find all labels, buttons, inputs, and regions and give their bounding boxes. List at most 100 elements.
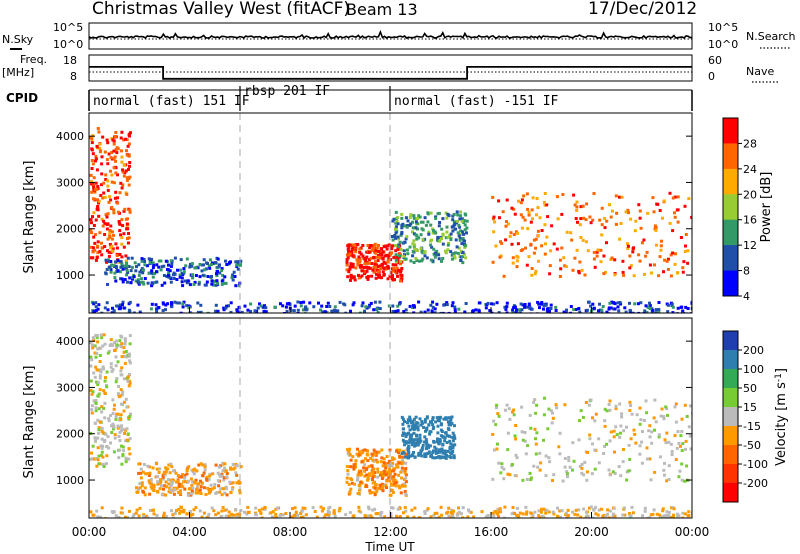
range-cell [592,508,596,511]
range-cell [613,450,616,454]
range-cell [365,485,369,488]
range-cell [554,403,558,407]
velocity-colorbar-frame [722,330,739,503]
feature-midday-band [345,242,404,283]
range-cell [654,228,658,232]
range-cell [563,264,567,268]
range-cell [600,223,604,227]
range-cell [418,436,422,440]
range-cell [397,260,401,264]
range-cell [161,309,165,313]
range-cell [524,452,528,456]
range-cell [367,507,371,511]
range-cell [123,163,127,167]
range-cell [114,364,118,368]
power-colorbar-label: Power [dB] [759,172,774,243]
range-cell [588,506,591,510]
range-cell [572,308,576,312]
range-cell [157,259,161,263]
range-cell [210,506,214,510]
range-cell [577,438,581,442]
range-cell [592,250,596,254]
range-cell [608,408,612,412]
range-cell [119,136,123,140]
range-cell [229,301,233,305]
feature-early-echo [89,333,132,468]
range-cell [688,434,692,438]
range-cell [547,456,551,460]
range-cell [495,301,499,305]
range-cell [162,487,165,491]
range-cell [89,379,93,383]
range-cell [463,244,467,248]
range-cell [579,205,583,209]
range-cell [167,478,170,482]
range-cell [601,515,605,518]
range-cell [538,216,542,220]
feature-early-echo [89,127,132,265]
range-cell [98,420,102,424]
range-cell [109,414,113,417]
range-cell [125,149,128,153]
range-cell [406,515,410,518]
range-cell [107,417,111,421]
range-cell [679,444,682,448]
range-cell [125,438,129,442]
range-cell [492,215,496,219]
range-cell [114,260,118,264]
range-cell [513,474,517,477]
range-cell [214,303,218,307]
range-cell [671,196,675,200]
range-cell [208,472,212,476]
range-cell [116,424,120,428]
range-cell [180,505,183,509]
range-cell [89,256,93,260]
range-cell [129,281,133,285]
range-cell [533,510,537,514]
range-cell [121,168,125,172]
range-cell [122,449,126,453]
range-cell [99,333,103,337]
range-cell [367,464,371,468]
range-cell [381,250,385,254]
range-cell [345,465,349,468]
range-cell [410,508,414,512]
range-cell [119,233,123,237]
range-cell [325,311,329,313]
range-cell [164,308,167,312]
range-cell [429,258,433,262]
range-cell [678,469,682,473]
range-cell [498,255,502,259]
range-cell [677,475,681,479]
range-cell [455,513,459,517]
range-cell [177,301,181,305]
range-cell [149,509,152,512]
range-cell [446,212,450,216]
range-cell [538,468,542,472]
range-cell [536,229,540,233]
range-cell [134,279,138,283]
range-cell [437,515,441,518]
range-cell [149,478,153,481]
range-cell [366,275,370,279]
range-cell [168,269,172,273]
range-cell [622,448,625,451]
range-cell [648,301,651,305]
range-cell [94,157,98,161]
range-cell [394,249,398,253]
range-cell [357,471,361,475]
range-cell [420,448,424,452]
range-cell [477,309,481,313]
range-cell [93,190,97,194]
colorbar-swatch [723,445,738,465]
range-cell [149,485,153,489]
range-cell [594,512,598,516]
range-cell [96,436,100,440]
range-cell [537,259,540,263]
range-cell [356,476,360,480]
colorbar-tick-label: 16 [743,214,757,227]
range-cell [552,473,556,477]
range-cell [457,234,461,238]
range-cell [429,420,433,424]
range-cell [486,301,490,305]
